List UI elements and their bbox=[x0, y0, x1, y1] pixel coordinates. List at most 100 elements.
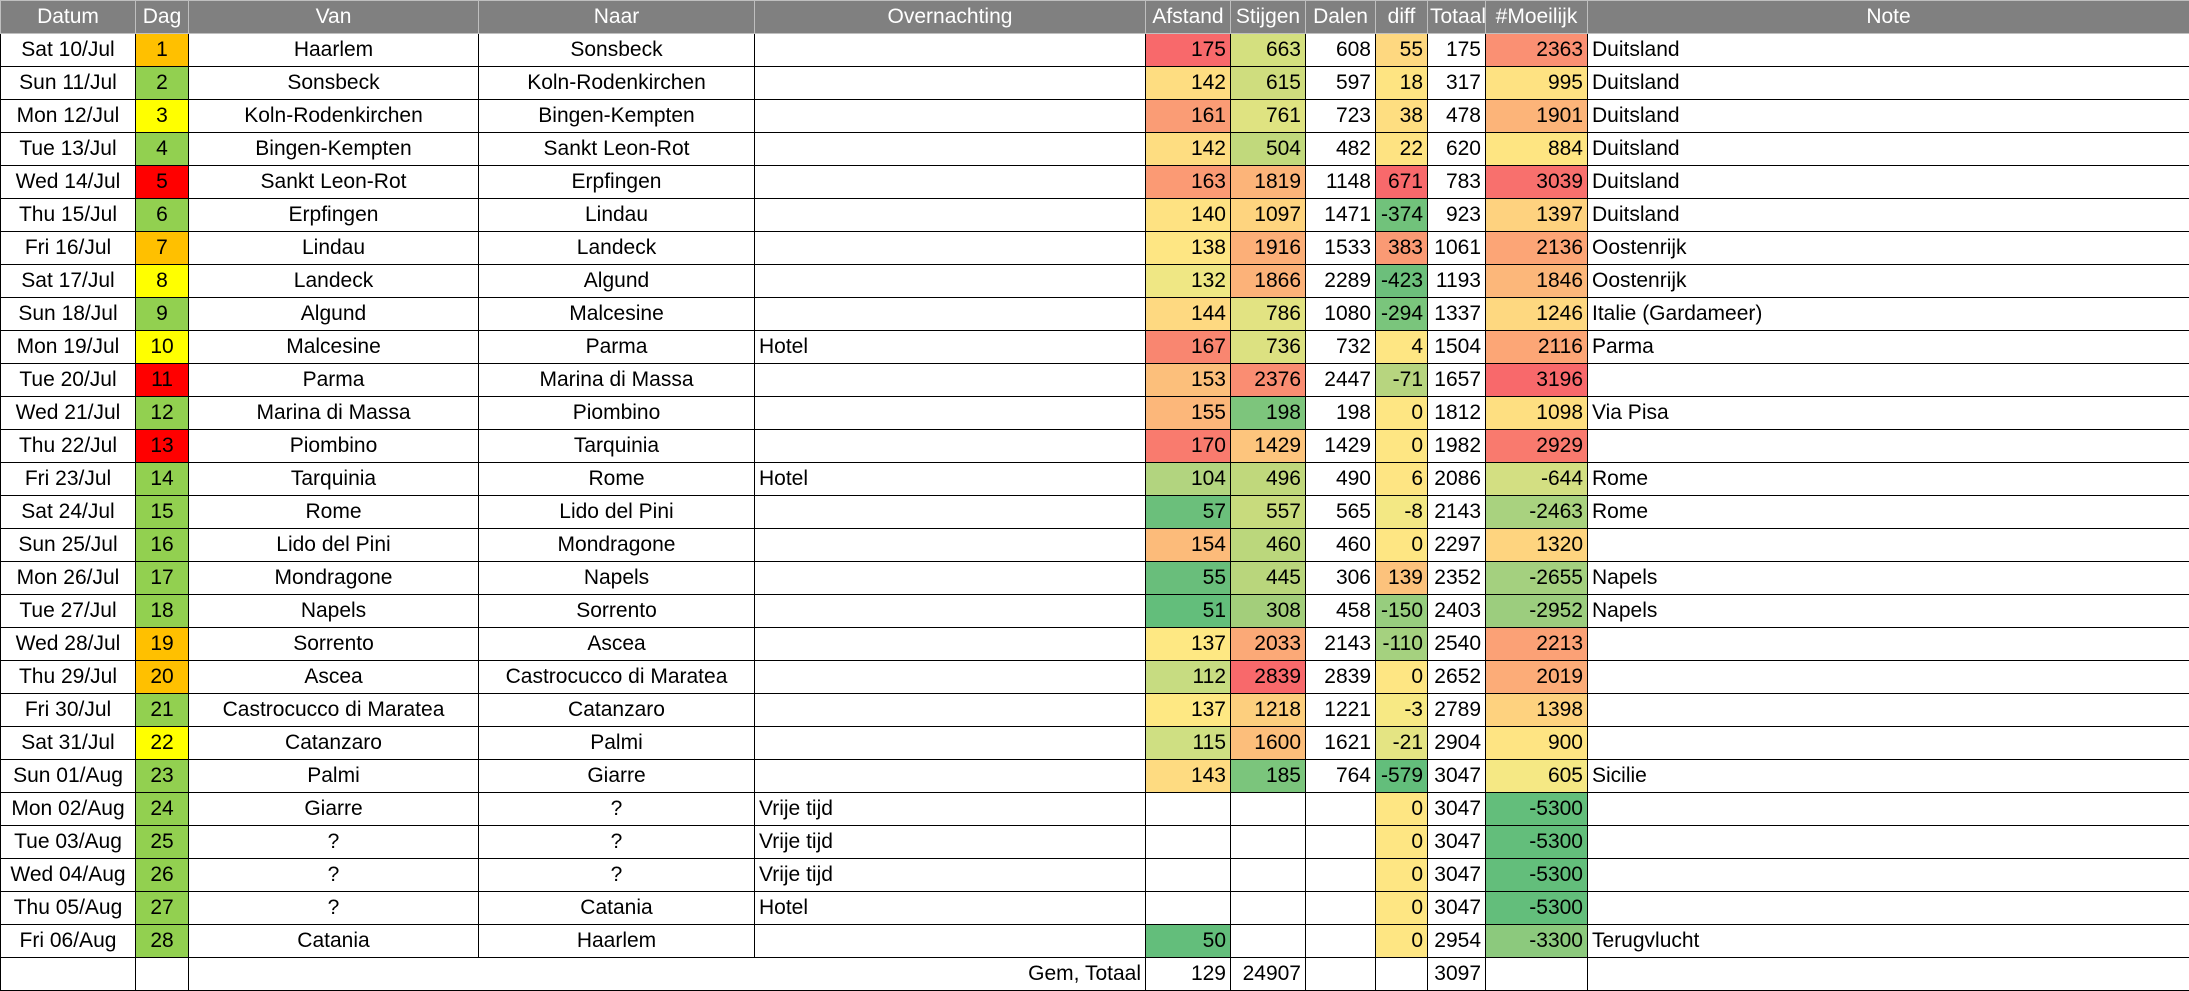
cell-dag[interactable]: 5 bbox=[135, 165, 189, 199]
cell-totaal[interactable]: 3047 bbox=[1427, 792, 1486, 826]
cell-diff[interactable]: 0 bbox=[1375, 528, 1428, 562]
cell-moeilijk[interactable]: -5300 bbox=[1485, 792, 1588, 826]
cell-overnachting[interactable]: Vrije tijd bbox=[754, 825, 1146, 859]
cell-dag[interactable]: 7 bbox=[135, 231, 189, 265]
cell-overnachting[interactable]: Hotel bbox=[754, 891, 1146, 925]
cell-van[interactable]: Algund bbox=[188, 297, 479, 331]
cell-moeilijk[interactable]: -2952 bbox=[1485, 594, 1588, 628]
cell-note[interactable]: Napels bbox=[1587, 561, 2189, 595]
cell-dag[interactable]: 4 bbox=[135, 132, 189, 166]
cell-totaal[interactable]: 620 bbox=[1427, 132, 1486, 166]
cell-totaal[interactable]: 3047 bbox=[1427, 759, 1486, 793]
cell-overnachting[interactable] bbox=[754, 297, 1146, 331]
cell-overnachting[interactable] bbox=[754, 66, 1146, 100]
cell-van[interactable]: Koln-Rodenkirchen bbox=[188, 99, 479, 133]
cell-note[interactable] bbox=[1587, 528, 2189, 562]
cell-van[interactable]: Landeck bbox=[188, 264, 479, 298]
cell-naar[interactable]: Ascea bbox=[478, 627, 755, 661]
cell-afstand[interactable]: 155 bbox=[1145, 396, 1231, 430]
cell-moeilijk[interactable]: 2929 bbox=[1485, 429, 1588, 463]
cell-afstand[interactable] bbox=[1145, 891, 1231, 925]
cell-totaal[interactable]: 923 bbox=[1427, 198, 1486, 232]
cell-dag[interactable]: 26 bbox=[135, 858, 189, 892]
cell-afstand[interactable]: 144 bbox=[1145, 297, 1231, 331]
cell-diff[interactable]: -374 bbox=[1375, 198, 1428, 232]
cell-note[interactable] bbox=[1587, 429, 2189, 463]
cell-van[interactable]: Sankt Leon-Rot bbox=[188, 165, 479, 199]
column-header-note[interactable]: Note bbox=[1587, 0, 2189, 34]
cell-note[interactable]: Duitsland bbox=[1587, 165, 2189, 199]
cell-stijgen[interactable] bbox=[1230, 858, 1306, 892]
cell-totaal[interactable]: 2352 bbox=[1427, 561, 1486, 595]
cell-datum[interactable]: Tue 13/Jul bbox=[0, 132, 136, 166]
footer-cell-empty[interactable] bbox=[1587, 957, 2189, 991]
cell-dag[interactable]: 28 bbox=[135, 924, 189, 958]
cell-totaal[interactable]: 1061 bbox=[1427, 231, 1486, 265]
cell-dag[interactable]: 8 bbox=[135, 264, 189, 298]
cell-dalen[interactable] bbox=[1305, 891, 1376, 925]
cell-dalen[interactable]: 1080 bbox=[1305, 297, 1376, 331]
cell-afstand[interactable]: 57 bbox=[1145, 495, 1231, 529]
cell-dalen[interactable]: 482 bbox=[1305, 132, 1376, 166]
cell-dag[interactable]: 6 bbox=[135, 198, 189, 232]
cell-diff[interactable]: 38 bbox=[1375, 99, 1428, 133]
cell-dalen[interactable]: 2289 bbox=[1305, 264, 1376, 298]
cell-moeilijk[interactable]: -2463 bbox=[1485, 495, 1588, 529]
cell-afstand[interactable]: 170 bbox=[1145, 429, 1231, 463]
cell-datum[interactable]: Wed 14/Jul bbox=[0, 165, 136, 199]
cell-dag[interactable]: 10 bbox=[135, 330, 189, 364]
cell-stijgen[interactable]: 308 bbox=[1230, 594, 1306, 628]
cell-datum[interactable]: Sat 10/Jul bbox=[0, 33, 136, 67]
cell-afstand[interactable]: 55 bbox=[1145, 561, 1231, 595]
cell-overnachting[interactable]: Vrije tijd bbox=[754, 792, 1146, 826]
cell-diff[interactable]: 0 bbox=[1375, 924, 1428, 958]
cell-note[interactable]: Duitsland bbox=[1587, 198, 2189, 232]
cell-stijgen[interactable]: 198 bbox=[1230, 396, 1306, 430]
cell-diff[interactable]: -110 bbox=[1375, 627, 1428, 661]
cell-totaal[interactable]: 2086 bbox=[1427, 462, 1486, 496]
cell-naar[interactable]: Malcesine bbox=[478, 297, 755, 331]
cell-stijgen[interactable]: 1218 bbox=[1230, 693, 1306, 727]
cell-dalen[interactable]: 1429 bbox=[1305, 429, 1376, 463]
cell-stijgen[interactable]: 761 bbox=[1230, 99, 1306, 133]
cell-datum[interactable]: Fri 16/Jul bbox=[0, 231, 136, 265]
cell-datum[interactable]: Mon 26/Jul bbox=[0, 561, 136, 595]
cell-van[interactable]: Ascea bbox=[188, 660, 479, 694]
column-header-overnachting[interactable]: Overnachting bbox=[754, 0, 1146, 34]
cell-stijgen[interactable]: 615 bbox=[1230, 66, 1306, 100]
cell-afstand[interactable]: 50 bbox=[1145, 924, 1231, 958]
cell-naar[interactable]: Sankt Leon-Rot bbox=[478, 132, 755, 166]
cell-naar[interactable]: Algund bbox=[478, 264, 755, 298]
cell-overnachting[interactable] bbox=[754, 561, 1146, 595]
cell-diff[interactable]: 55 bbox=[1375, 33, 1428, 67]
cell-note[interactable] bbox=[1587, 858, 2189, 892]
cell-naar[interactable]: Lindau bbox=[478, 198, 755, 232]
cell-van[interactable]: Catanzaro bbox=[188, 726, 479, 760]
cell-datum[interactable]: Mon 12/Jul bbox=[0, 99, 136, 133]
cell-dag[interactable]: 22 bbox=[135, 726, 189, 760]
cell-datum[interactable]: Wed 28/Jul bbox=[0, 627, 136, 661]
cell-moeilijk[interactable]: 2213 bbox=[1485, 627, 1588, 661]
cell-diff[interactable]: -21 bbox=[1375, 726, 1428, 760]
cell-naar[interactable]: Marina di Massa bbox=[478, 363, 755, 397]
cell-dag[interactable]: 16 bbox=[135, 528, 189, 562]
cell-overnachting[interactable] bbox=[754, 660, 1146, 694]
column-header-van[interactable]: Van bbox=[188, 0, 479, 34]
cell-van[interactable]: Napels bbox=[188, 594, 479, 628]
cell-datum[interactable]: Sat 24/Jul bbox=[0, 495, 136, 529]
cell-dag[interactable]: 13 bbox=[135, 429, 189, 463]
cell-naar[interactable]: ? bbox=[478, 825, 755, 859]
cell-moeilijk[interactable]: 2116 bbox=[1485, 330, 1588, 364]
cell-totaal[interactable]: 3047 bbox=[1427, 891, 1486, 925]
cell-stijgen[interactable]: 445 bbox=[1230, 561, 1306, 595]
cell-afstand[interactable]: 115 bbox=[1145, 726, 1231, 760]
footer-cell-empty[interactable] bbox=[135, 957, 189, 991]
cell-dag[interactable]: 25 bbox=[135, 825, 189, 859]
cell-van[interactable]: Giarre bbox=[188, 792, 479, 826]
cell-stijgen[interactable] bbox=[1230, 924, 1306, 958]
column-header-moeilijk[interactable]: #Moeilijk bbox=[1485, 0, 1588, 34]
cell-moeilijk[interactable]: 995 bbox=[1485, 66, 1588, 100]
cell-naar[interactable]: Mondragone bbox=[478, 528, 755, 562]
cell-dalen[interactable]: 1621 bbox=[1305, 726, 1376, 760]
column-header-dag[interactable]: Dag bbox=[135, 0, 189, 34]
